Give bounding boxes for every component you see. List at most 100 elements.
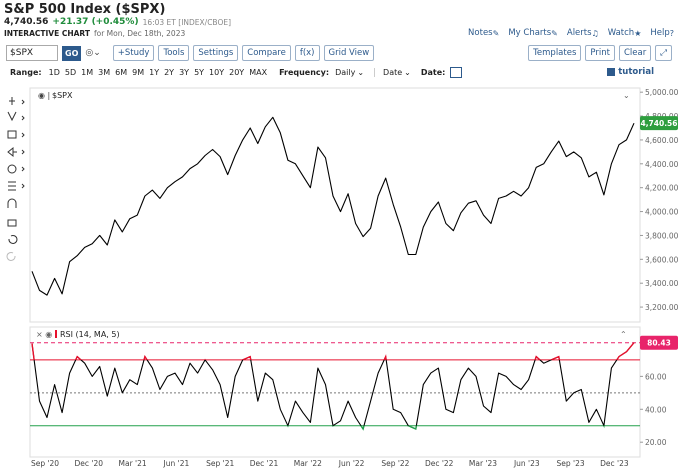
last-value-label: 4,740.56 <box>640 119 677 128</box>
x-tick-label: Mar '23 <box>469 459 497 468</box>
period-select[interactable]: Date <box>374 68 402 77</box>
range-option[interactable]: 10Y <box>209 68 225 77</box>
fib-tool[interactable] <box>8 181 16 191</box>
rsi-panel-title: RSI (14, MA, 5) <box>60 330 120 339</box>
tutorial-icon <box>607 68 616 76</box>
range-option[interactable]: 20Y <box>229 68 245 77</box>
crosshair-tool[interactable] <box>9 97 15 105</box>
range-option[interactable]: 6M <box>115 68 128 77</box>
y-tick-label: 40.00 <box>645 405 667 414</box>
calendar-button[interactable] <box>450 67 463 78</box>
x-tick-label: Sep '20 <box>31 459 59 468</box>
y-tick-label: 4,400.00 <box>645 160 679 169</box>
date-note: for Mon, Dec 18th, 2023 <box>93 29 186 38</box>
tutorial-text: tutorial <box>618 67 654 77</box>
trendline-tool[interactable] <box>7 111 17 122</box>
range-option[interactable]: 2Y <box>164 68 175 77</box>
redo-tool[interactable] <box>6 252 16 261</box>
oversold-segments <box>287 425 605 431</box>
last-value-label: 80.43 <box>647 339 671 348</box>
link-icon: ? <box>669 28 674 38</box>
right-button[interactable]: Templates <box>528 45 582 61</box>
x-tick-label: Jun '23 <box>513 459 540 468</box>
y-tick-label: 20.00 <box>645 438 667 447</box>
tutorial-link[interactable]: tutorial <box>607 67 654 77</box>
tool-button[interactable]: Tools <box>158 45 190 61</box>
x-tick-label: Dec '20 <box>75 459 104 468</box>
top-link[interactable]: My Charts <box>508 28 552 38</box>
lock-tool[interactable] <box>7 219 17 227</box>
drawing-tools <box>6 97 25 261</box>
top-link[interactable]: Alerts <box>566 28 592 38</box>
rsi-panel-close[interactable]: × ◉ <box>36 330 52 339</box>
range-option[interactable]: 9M <box>132 68 145 77</box>
price-change: +21.37 (+0.45%) <box>52 17 139 27</box>
x-tick-label: Sep '22 <box>381 459 409 468</box>
link-icon: ♫ <box>591 28 599 38</box>
x-tick-label: Sep '23 <box>557 459 585 468</box>
price-panel-collapse[interactable]: ⌄ <box>623 91 630 100</box>
price-panel-title: $SPX <box>52 91 73 100</box>
rsi-panel-collapse[interactable]: ⌃ <box>620 330 627 339</box>
y-tick-label: 4,600.00 <box>645 136 679 145</box>
tool-button[interactable]: Compare <box>242 45 291 61</box>
price-panel <box>29 87 641 323</box>
tool-button[interactable]: +Study <box>112 45 155 61</box>
top-link[interactable]: Watch <box>607 28 635 38</box>
frequency-label: Frequency: <box>279 68 330 77</box>
right-buttons: Templates Print Clear ⤢ <box>528 45 672 61</box>
range-option[interactable]: 5Y <box>194 68 205 77</box>
range-option[interactable]: MAX <box>249 68 268 77</box>
price-panel-eye[interactable]: ◉ | <box>38 91 50 100</box>
series-line <box>31 342 635 430</box>
toolbar: $SPX GO ◎⌄ +Study Tools Settings Compare f(x… <box>6 45 375 61</box>
undo-tool[interactable] <box>8 235 18 244</box>
y-tick-label: 3,600.00 <box>645 255 679 264</box>
tool-expanders[interactable] <box>21 99 25 189</box>
shape-tool[interactable] <box>7 130 17 139</box>
chart-label-row: INTERACTIVE CHART for Mon, Dec 18th, 202… <box>4 29 185 38</box>
link-icon: ✎ <box>492 28 500 38</box>
tool-button[interactable]: Settings <box>193 45 239 61</box>
quote-time: 16:03 ET [INDEX/CBOE] <box>142 17 232 27</box>
top-link[interactable]: Notes <box>468 28 493 38</box>
right-button[interactable]: Print <box>585 45 615 61</box>
x-tick-label: Jun '22 <box>338 459 365 468</box>
y-tick-label: 3,200.00 <box>645 303 679 312</box>
range-option[interactable]: 1D <box>48 68 60 77</box>
marker-tool[interactable] <box>7 164 17 174</box>
y-tick-label: 3,400.00 <box>645 279 679 288</box>
top-link[interactable]: Help <box>650 28 670 38</box>
rsi-panel <box>29 326 641 458</box>
range-option[interactable]: 3M <box>98 68 111 77</box>
range-option[interactable]: 3Y <box>179 68 190 77</box>
go-button[interactable]: GO <box>62 45 82 61</box>
frequency-select[interactable]: Daily <box>335 68 356 77</box>
range-option[interactable]: 5D <box>64 68 77 77</box>
range-label: Range: <box>10 68 42 77</box>
x-tick-label: Sep '21 <box>206 459 234 468</box>
x-tick-label: Dec '23 <box>600 459 629 468</box>
symbol-input[interactable]: $SPX <box>6 45 58 61</box>
magnet-tool[interactable] <box>7 198 17 208</box>
quote-row: 4,740.56 +21.37 (+0.45%) 16:03 ET [INDEX… <box>4 17 231 27</box>
top-links: Notes ✎ My Charts ✎ Alerts ♫ Watch ★ Help ? <box>459 28 674 38</box>
y-tick-label: 60.00 <box>645 372 667 381</box>
expand-button[interactable]: ⤢ <box>655 45 672 61</box>
symbol-options[interactable]: ◎⌄ <box>85 48 101 58</box>
range-option[interactable]: 1Y <box>149 68 160 77</box>
date-label: Date: <box>420 68 446 77</box>
y-tick-label: 5,000.00 <box>645 88 679 97</box>
right-button[interactable]: Clear <box>618 45 652 61</box>
tool-buttons: +Study Tools Settings Compare f(x) Grid View <box>112 45 375 61</box>
x-tick-label: Mar '21 <box>119 459 147 468</box>
tool-button[interactable]: Grid View <box>323 45 375 61</box>
range-option[interactable]: 1M <box>81 68 94 77</box>
tool-button[interactable]: f(x) <box>294 45 320 61</box>
page-title: S&P 500 Index ($SPX) <box>4 2 166 17</box>
last-price: 4,740.56 <box>4 17 49 27</box>
arrow-tool[interactable] <box>7 146 17 158</box>
